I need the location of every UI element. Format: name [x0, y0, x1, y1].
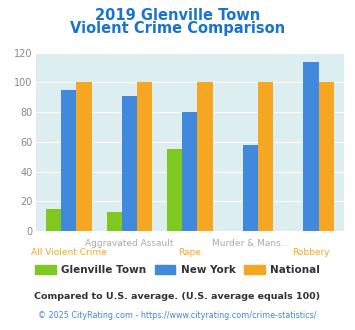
Bar: [197, 82, 213, 231]
Legend: Glenville Town, New York, National: Glenville Town, New York, National: [31, 261, 324, 280]
Text: Murder & Mans...: Murder & Mans...: [212, 239, 289, 248]
Bar: [106, 212, 122, 231]
Text: All Violent Crime: All Violent Crime: [31, 248, 107, 257]
Bar: [46, 209, 61, 231]
Bar: [122, 96, 137, 231]
Text: Aggravated Assault: Aggravated Assault: [85, 239, 174, 248]
Bar: [137, 82, 152, 231]
Bar: [304, 62, 319, 231]
Bar: [182, 112, 197, 231]
Text: 2019 Glenville Town: 2019 Glenville Town: [95, 8, 260, 23]
Text: Robbery: Robbery: [292, 248, 330, 257]
Bar: [258, 82, 273, 231]
Bar: [243, 145, 258, 231]
Text: © 2025 CityRating.com - https://www.cityrating.com/crime-statistics/: © 2025 CityRating.com - https://www.city…: [38, 311, 317, 320]
Bar: [76, 82, 92, 231]
Bar: [167, 149, 182, 231]
Text: Compared to U.S. average. (U.S. average equals 100): Compared to U.S. average. (U.S. average …: [34, 292, 321, 301]
Text: Violent Crime Comparison: Violent Crime Comparison: [70, 21, 285, 36]
Bar: [319, 82, 334, 231]
Bar: [61, 90, 76, 231]
Text: Rape: Rape: [179, 248, 201, 257]
